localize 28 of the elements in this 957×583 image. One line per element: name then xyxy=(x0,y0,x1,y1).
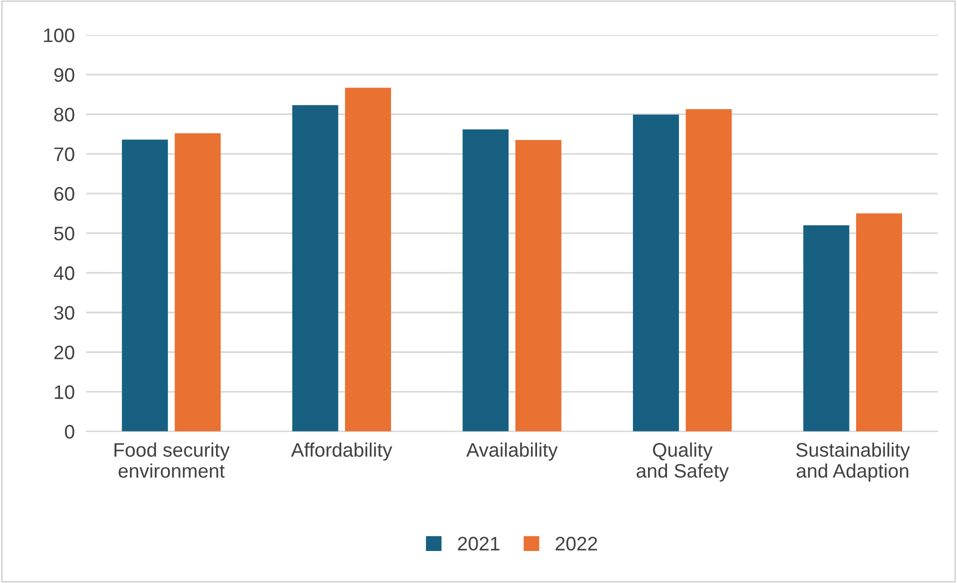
y-tick-label: 100 xyxy=(44,28,74,42)
bar xyxy=(292,105,338,432)
x-tick-label: Quality and Safety xyxy=(636,442,729,482)
legend-label: 2022 xyxy=(556,536,598,551)
y-tick-label: 80 xyxy=(54,108,74,122)
y-tick-label: 70 xyxy=(54,147,74,162)
bar xyxy=(803,225,850,432)
y-tick-label: 10 xyxy=(54,385,74,400)
y-tick-label: 20 xyxy=(54,346,74,360)
bar xyxy=(856,213,902,432)
x-tick-label: Affordability xyxy=(291,442,392,461)
x-tick-label: Food security environment xyxy=(114,442,230,478)
bar xyxy=(686,109,732,432)
bar xyxy=(462,129,509,432)
y-tick-label: 0 xyxy=(64,424,74,439)
bar xyxy=(515,140,562,432)
y-tick-label: 30 xyxy=(54,306,74,320)
bar xyxy=(632,114,679,432)
bar xyxy=(122,140,168,432)
y-tick-label: 40 xyxy=(54,266,74,280)
x-tick-label: Availability xyxy=(466,442,558,461)
y-tick-label: 60 xyxy=(54,187,74,201)
y-tick-label: 90 xyxy=(54,68,74,82)
legend-label: 2021 xyxy=(458,536,500,551)
bar xyxy=(345,88,392,432)
bar xyxy=(174,133,221,432)
x-tick-label: Sustainability and Adaption xyxy=(796,442,910,482)
y-tick-label: 50 xyxy=(54,226,74,240)
